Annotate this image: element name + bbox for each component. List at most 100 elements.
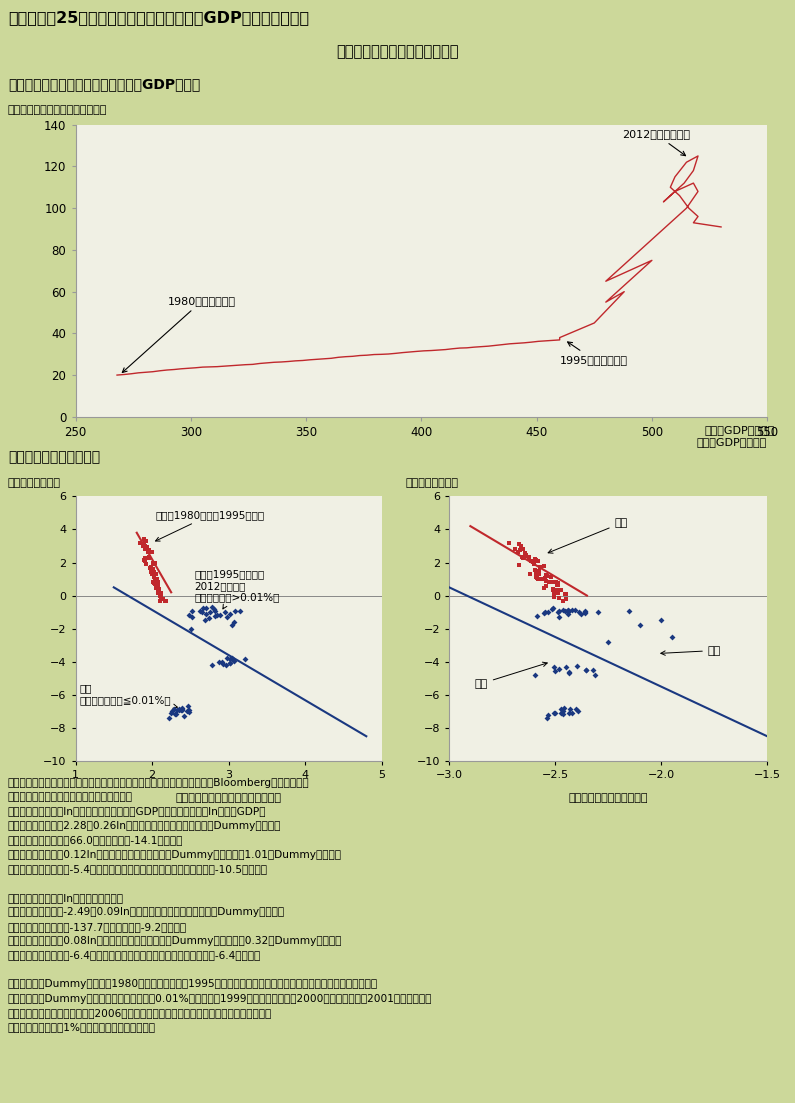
Point: [154, 588, 167, 606]
Point: [549, 574, 562, 591]
Point: [512, 543, 525, 560]
Point: [154, 585, 167, 602]
Point: [555, 700, 568, 718]
Point: [147, 568, 160, 586]
Point: [154, 586, 167, 603]
Point: [227, 652, 240, 670]
Point: [173, 700, 185, 718]
Point: [186, 602, 199, 620]
Point: [539, 572, 552, 590]
Point: [197, 600, 210, 618]
Point: [560, 602, 573, 620]
Point: [552, 575, 564, 592]
Point: [519, 547, 532, 565]
Point: [557, 699, 570, 717]
Text: （１）実質マネタリーベースと実質GDPの関係: （１）実質マネタリーベースと実質GDPの関係: [8, 77, 200, 92]
Point: [540, 709, 553, 727]
Point: [556, 703, 569, 720]
Point: [223, 606, 236, 623]
Point: [156, 590, 169, 608]
Point: [213, 607, 226, 624]
Point: [176, 700, 188, 718]
Point: [182, 698, 195, 716]
Point: [514, 537, 527, 555]
Point: [169, 705, 181, 722]
Point: [154, 591, 167, 609]
Point: [541, 567, 553, 585]
Text: （実質マネタリーベース、兆円）: （実質マネタリーベース、兆円）: [8, 105, 107, 116]
Point: [547, 580, 560, 598]
Text: 前半: 前半: [549, 518, 628, 554]
Point: [208, 602, 221, 620]
Point: [212, 653, 225, 671]
Point: [203, 609, 215, 627]
Point: [514, 542, 526, 559]
Point: [552, 583, 564, 601]
Point: [141, 538, 153, 556]
Point: [545, 568, 557, 586]
Point: [532, 570, 545, 588]
Point: [149, 575, 161, 592]
Point: [565, 601, 578, 619]
Point: [139, 552, 152, 569]
Point: [548, 585, 560, 602]
Point: [552, 603, 564, 621]
Point: [513, 556, 525, 574]
Point: [553, 589, 565, 607]
Point: [562, 602, 575, 620]
Point: [533, 558, 546, 576]
Point: [562, 606, 575, 623]
Point: [533, 565, 545, 582]
Point: [138, 531, 150, 548]
Point: [535, 570, 548, 588]
Point: [516, 548, 529, 566]
Point: [519, 545, 532, 563]
Point: [571, 656, 584, 674]
Point: [145, 544, 158, 561]
Point: [142, 542, 155, 559]
Point: [523, 548, 536, 566]
Point: [546, 572, 559, 590]
Point: [182, 607, 195, 624]
Point: [151, 585, 164, 602]
Point: [519, 546, 532, 564]
Text: （金利の対数値）: （金利の対数値）: [405, 478, 459, 489]
Point: [545, 600, 558, 618]
Point: [139, 540, 152, 558]
Point: [634, 617, 646, 634]
Point: [516, 548, 529, 566]
Point: [169, 705, 182, 722]
Point: [520, 547, 533, 565]
Point: [186, 609, 199, 627]
Point: [517, 549, 529, 567]
Point: [150, 570, 163, 588]
Point: [547, 600, 560, 618]
Point: [145, 560, 157, 578]
Point: [578, 603, 591, 621]
Point: [517, 539, 529, 557]
Point: [655, 611, 668, 629]
Point: [553, 581, 566, 599]
Text: 1980年第１四半期: 1980年第１四半期: [122, 297, 236, 373]
Point: [154, 587, 167, 604]
Point: [579, 602, 591, 620]
Point: [183, 700, 196, 718]
Point: [555, 581, 568, 599]
Point: [541, 603, 554, 621]
Point: [557, 591, 570, 609]
Point: [548, 657, 560, 675]
Point: [528, 555, 541, 572]
Point: [159, 591, 172, 609]
Point: [184, 620, 197, 638]
Point: [568, 601, 581, 619]
Point: [550, 576, 563, 593]
Point: [549, 705, 561, 722]
Point: [154, 586, 167, 603]
Point: [220, 609, 233, 627]
Point: [173, 700, 185, 718]
Point: [556, 601, 569, 619]
Point: [566, 704, 579, 721]
Point: [563, 705, 576, 722]
Point: [142, 543, 154, 560]
Point: [143, 548, 156, 566]
